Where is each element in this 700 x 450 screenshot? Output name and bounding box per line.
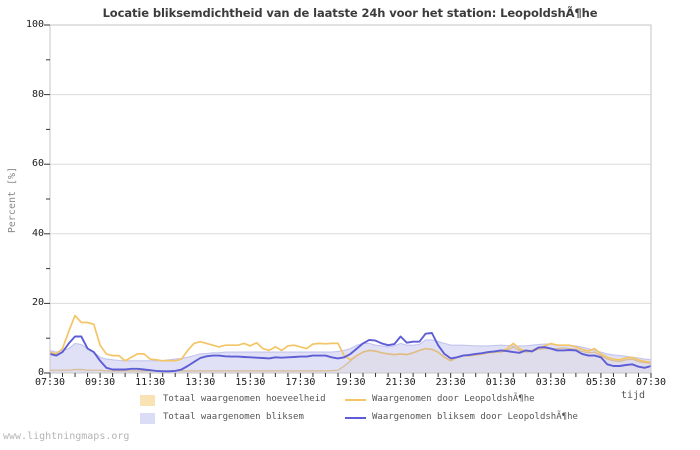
x-tick-label: 01:30 [485,377,516,388]
x-tick-label: 11:30 [135,377,166,388]
x-tick-label: 21:30 [385,377,416,388]
x-tick-label: 09:30 [85,377,116,388]
x-axis-title: tijd [620,390,646,401]
y-axis-title: Percent [%] [7,166,18,234]
x-tick-label: 05:30 [585,377,616,388]
y-tick-label: 100 [25,19,44,30]
x-tick-label: 03:30 [535,377,566,388]
x-tick-label: 07:30 [635,377,667,388]
chart-title: Locatie bliksemdichtheid van de laatste … [102,6,598,20]
y-tick-label: 80 [31,88,44,100]
x-tick-label: 17:30 [285,377,316,388]
x-tick-label: 19:30 [335,377,366,388]
y-tick-label: 40 [31,227,44,239]
x-tick-label: 15:30 [235,377,266,388]
x-tick-label: 13:30 [185,377,216,388]
x-tick-label: 23:30 [435,377,466,388]
y-tick-label: 60 [31,158,44,170]
watermark: www.lightningmaps.org [3,431,130,442]
y-tick-label: 0 [37,367,44,378]
y-tick-label: 20 [31,297,44,309]
x-tick-label: 07:30 [34,377,66,388]
